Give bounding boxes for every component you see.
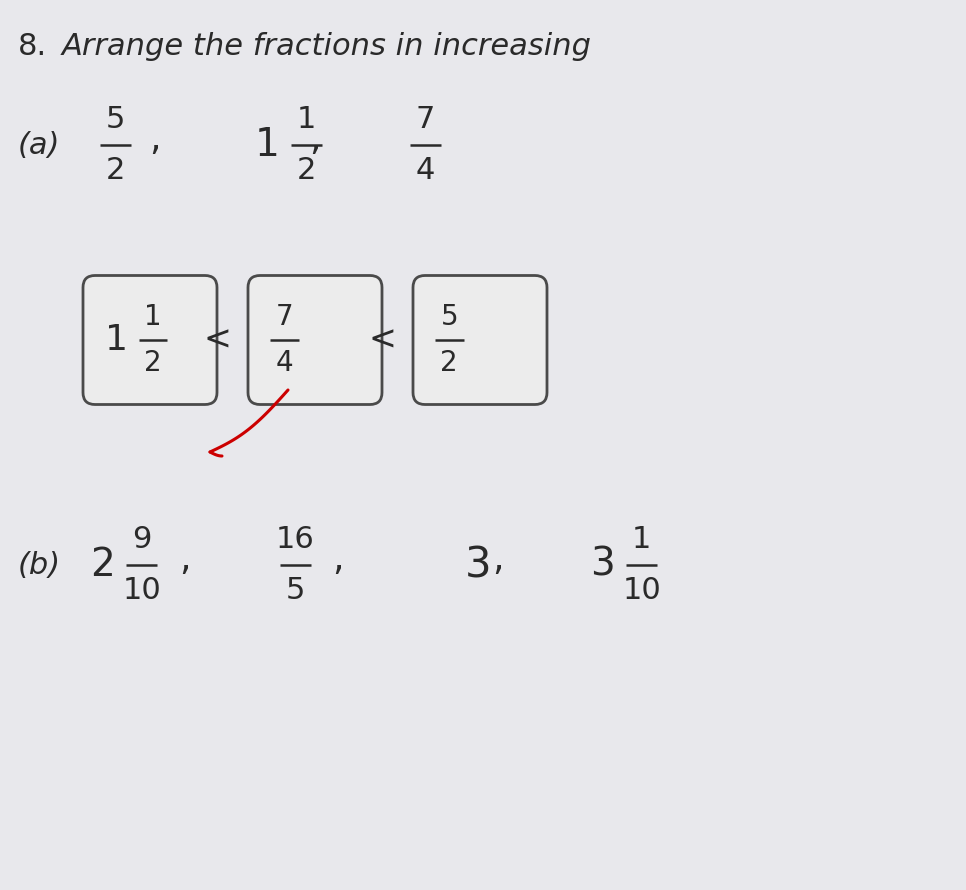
- Text: 1: 1: [144, 303, 162, 330]
- Text: <: <: [368, 323, 396, 357]
- Text: ,: ,: [332, 543, 344, 577]
- Text: 2: 2: [105, 156, 125, 185]
- Text: 3: 3: [590, 546, 614, 584]
- Text: ,: ,: [493, 543, 503, 577]
- Text: ,: ,: [150, 123, 160, 157]
- Text: 4: 4: [415, 156, 435, 185]
- Text: <: <: [203, 323, 231, 357]
- Text: 10: 10: [123, 576, 161, 604]
- Text: 8.: 8.: [18, 32, 47, 61]
- Text: (a): (a): [18, 131, 61, 159]
- Text: 9: 9: [132, 525, 152, 554]
- Text: (b): (b): [18, 551, 61, 579]
- Text: 2: 2: [90, 546, 115, 584]
- Text: 2: 2: [440, 350, 458, 377]
- Text: 7: 7: [415, 105, 435, 134]
- Text: 1: 1: [105, 323, 128, 357]
- Text: 7: 7: [275, 303, 293, 330]
- Text: 5: 5: [105, 105, 125, 134]
- Text: 1: 1: [632, 525, 651, 554]
- FancyBboxPatch shape: [413, 276, 547, 404]
- Text: 1: 1: [298, 105, 317, 134]
- FancyBboxPatch shape: [83, 276, 217, 404]
- Text: ,: ,: [180, 543, 190, 577]
- Text: 16: 16: [276, 525, 315, 554]
- Text: 2: 2: [298, 156, 317, 185]
- Text: 5: 5: [286, 576, 305, 604]
- Text: Arrange the fractions in increasing: Arrange the fractions in increasing: [62, 32, 592, 61]
- Text: 10: 10: [622, 576, 661, 604]
- Text: ,: ,: [309, 123, 321, 157]
- FancyBboxPatch shape: [248, 276, 382, 404]
- Text: 3: 3: [465, 544, 492, 586]
- Text: 5: 5: [440, 303, 458, 330]
- Text: 4: 4: [275, 350, 293, 377]
- Text: 1: 1: [255, 126, 280, 164]
- Text: 2: 2: [144, 350, 162, 377]
